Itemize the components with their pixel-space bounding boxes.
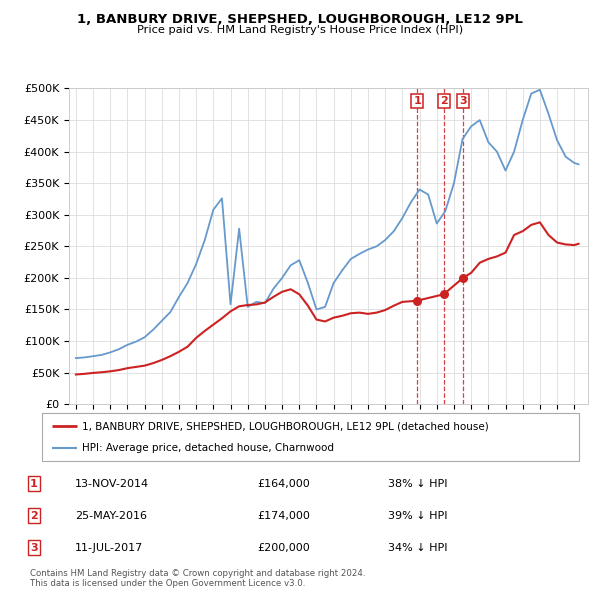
Text: 11-JUL-2017: 11-JUL-2017 (75, 543, 143, 553)
Text: 1, BANBURY DRIVE, SHEPSHED, LOUGHBOROUGH, LE12 9PL (detached house): 1, BANBURY DRIVE, SHEPSHED, LOUGHBOROUGH… (82, 421, 489, 431)
Text: 34% ↓ HPI: 34% ↓ HPI (389, 543, 448, 553)
Text: £200,000: £200,000 (257, 543, 310, 553)
Text: 25-MAY-2016: 25-MAY-2016 (75, 511, 147, 521)
Text: 3: 3 (459, 96, 467, 106)
Text: 39% ↓ HPI: 39% ↓ HPI (389, 511, 448, 521)
Text: Contains HM Land Registry data © Crown copyright and database right 2024.: Contains HM Land Registry data © Crown c… (30, 569, 365, 578)
Text: 1, BANBURY DRIVE, SHEPSHED, LOUGHBOROUGH, LE12 9PL: 1, BANBURY DRIVE, SHEPSHED, LOUGHBOROUGH… (77, 13, 523, 26)
Text: £164,000: £164,000 (257, 478, 310, 489)
FancyBboxPatch shape (42, 413, 579, 461)
Text: Price paid vs. HM Land Registry's House Price Index (HPI): Price paid vs. HM Land Registry's House … (137, 25, 463, 35)
Text: 2: 2 (440, 96, 448, 106)
Text: £174,000: £174,000 (257, 511, 310, 521)
Text: This data is licensed under the Open Government Licence v3.0.: This data is licensed under the Open Gov… (30, 579, 305, 588)
Text: 13-NOV-2014: 13-NOV-2014 (75, 478, 149, 489)
Text: 2: 2 (30, 511, 38, 521)
Text: 3: 3 (30, 543, 38, 553)
Text: 38% ↓ HPI: 38% ↓ HPI (389, 478, 448, 489)
Text: HPI: Average price, detached house, Charnwood: HPI: Average price, detached house, Char… (82, 443, 334, 453)
Text: 1: 1 (30, 478, 38, 489)
Text: 1: 1 (413, 96, 421, 106)
